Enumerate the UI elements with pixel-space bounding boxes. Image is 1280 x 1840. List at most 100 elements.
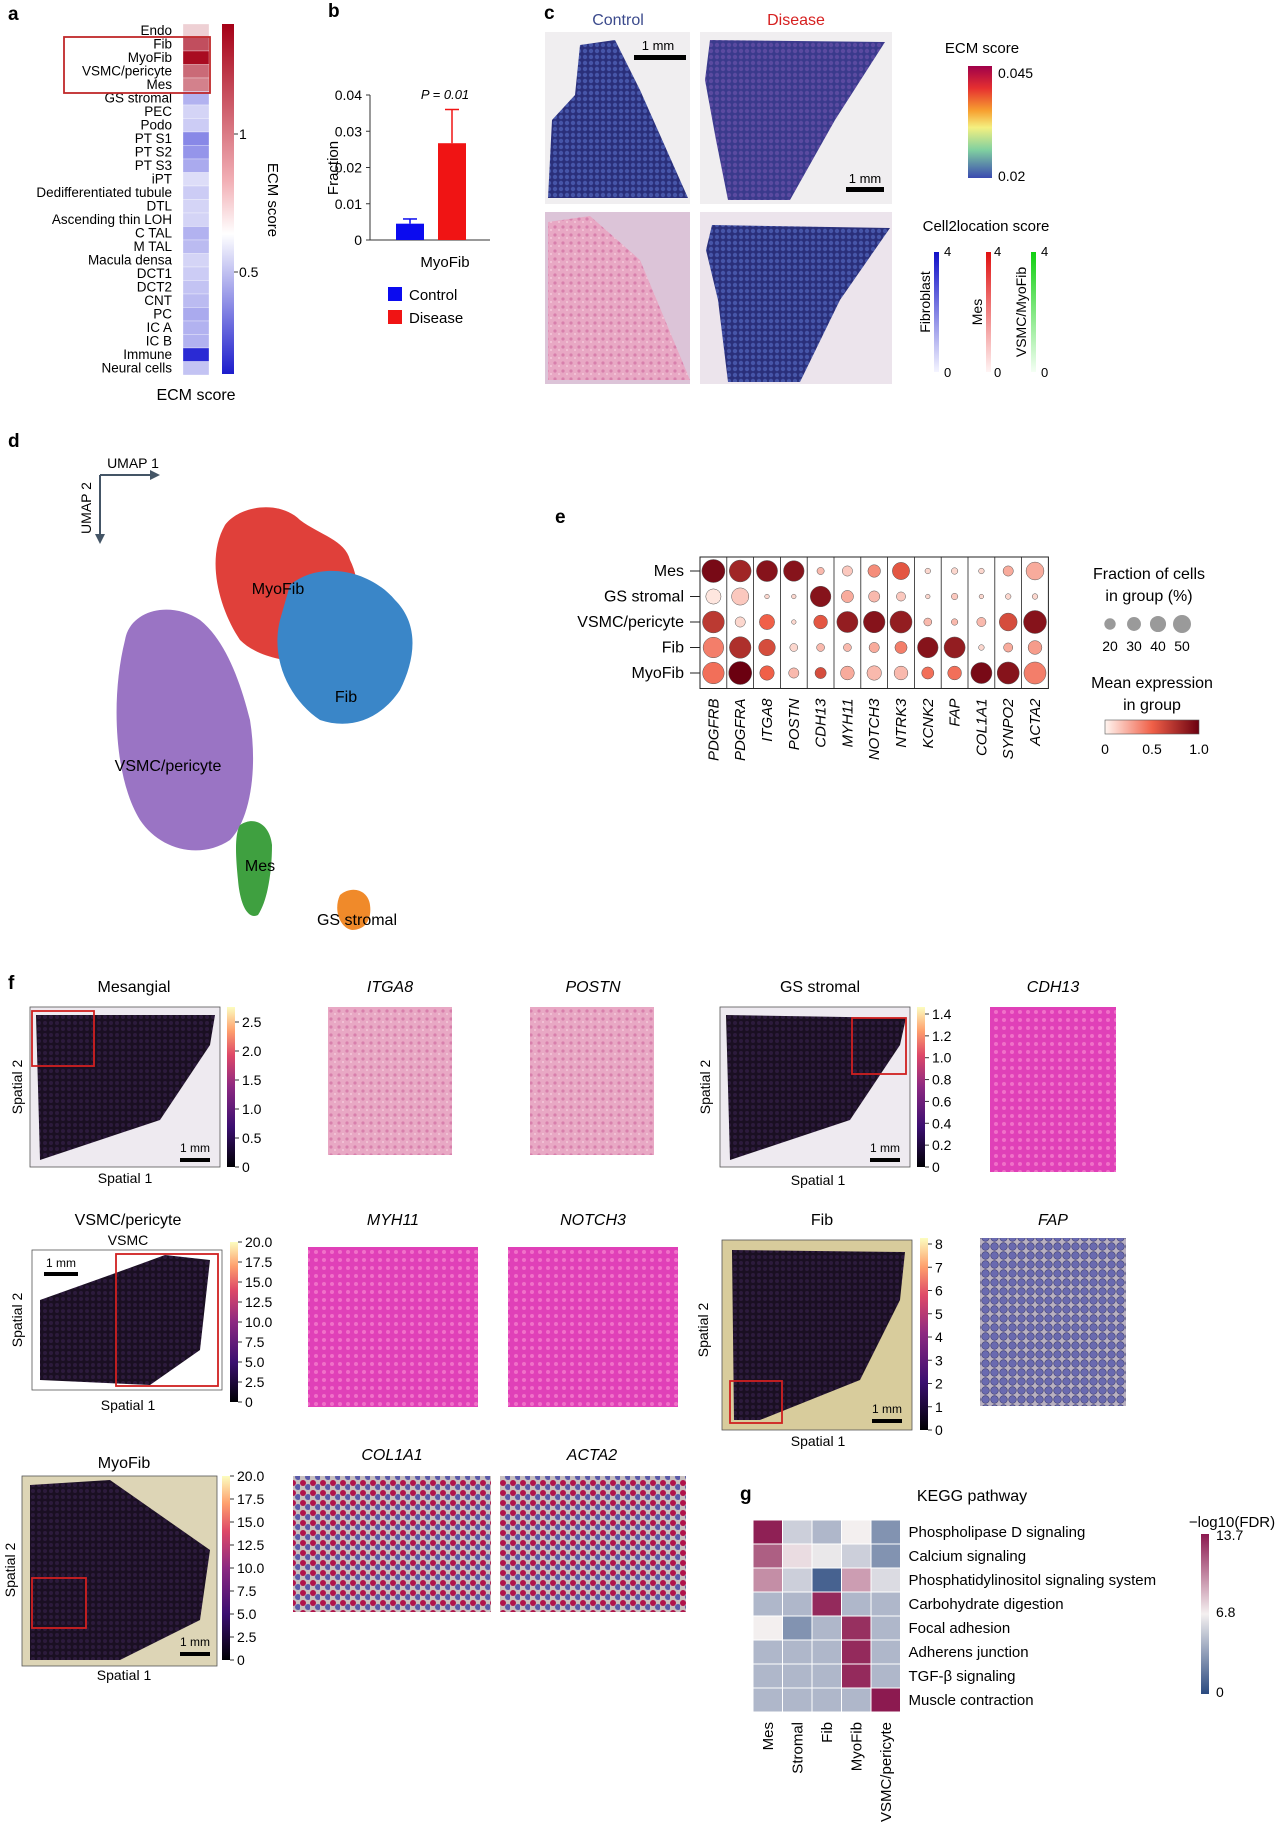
f-colorbar-tick-label: 2 [935, 1376, 943, 1392]
panel-a-cell [182, 145, 210, 160]
panel-a-cell [182, 77, 210, 92]
panel-c-scalebar-2 [846, 187, 884, 192]
panel-a-row-label: CNT [144, 293, 172, 308]
f-fib-colorbar-ticks: 8 7 6 5 4 3 2 1 0 [928, 1236, 943, 1438]
panel-e-gene-label: MYH11 [839, 699, 856, 748]
panel-a-heatmap [182, 23, 210, 376]
panel-e-dot [816, 567, 825, 575]
panel-g-cell [811, 1615, 842, 1641]
panel-g-cell [782, 1567, 813, 1593]
panel-g-cell [841, 1687, 872, 1713]
panel-e-color-legend-title-2: in group [1123, 697, 1181, 714]
panel-letter-g: g [740, 1484, 752, 1505]
f-myofib-tissue [30, 1480, 210, 1660]
f-colorbar-tick-label: 12.5 [245, 1294, 272, 1310]
panel-e-dot [734, 616, 746, 628]
panel-e-size-legend-title-1: Fraction of cells [1093, 566, 1205, 583]
panel-g-cbar-mid: 6.8 [1216, 1604, 1236, 1620]
f-colorbar-tick-label: 2.5 [242, 1014, 262, 1030]
panel-c-c2l-mes-max: 4 [994, 244, 1001, 259]
f-title-col1a1: COL1A1 [361, 1447, 422, 1464]
f-colorbar-tick-label: 4 [935, 1329, 943, 1345]
panel-a-cell [182, 172, 210, 187]
panel-e-dot [999, 612, 1018, 632]
f-colorbar-tick-label: 6 [935, 1283, 943, 1299]
panel-e-gene-label: POSTN [786, 698, 803, 750]
panel-g-cell [841, 1567, 872, 1593]
panel-a-row-label: DCT1 [137, 266, 172, 281]
panel-e-dot [759, 665, 775, 681]
panel-e-dot [976, 617, 987, 627]
f-colorbar-tick-label: 0.5 [242, 1130, 262, 1146]
panel-g-row-label: Calcium signaling [909, 1548, 1027, 1565]
panel-e-dot [764, 593, 770, 600]
panel-a-colorbar [222, 24, 234, 374]
f-colorbar-tick-label: 20.0 [245, 1234, 272, 1250]
panel-g-cell [870, 1663, 901, 1689]
panel-e-dot [868, 590, 881, 603]
panel-a-row-label: GS stromal [104, 91, 172, 106]
f-colorbar-tick-label: 0 [237, 1652, 245, 1668]
f-mesangial-roi [31, 1010, 95, 1067]
panel-g-cell [782, 1639, 813, 1665]
f-colorbar-tick-label: 2.5 [245, 1374, 265, 1390]
f-mesangial-xlabel: Spatial 1 [98, 1170, 153, 1186]
f-cdh13-image [990, 1007, 1116, 1172]
panel-e-dotplot: Mes GS stromal VSMC/pericyte Fib MyoFib PDGFR… [577, 556, 1049, 761]
f-title-cdh13: CDH13 [1027, 979, 1080, 996]
panel-g-row-labels: Phospholipase D signaling Calcium signali… [909, 1524, 1157, 1709]
f-colorbar-tick-label: 0.2 [932, 1137, 952, 1153]
panel-e-dot [758, 638, 776, 657]
f-colorbar-tick-label: 15.0 [237, 1514, 264, 1530]
panel-b-legend-disease: Disease [409, 310, 463, 327]
panel-e-row-label: GS stromal [604, 589, 684, 606]
f-myofib-scalebar [180, 1652, 210, 1656]
panel-e-color-legend-bar [1104, 719, 1200, 735]
panel-g-cell [811, 1591, 842, 1617]
panel-b-ytick-label: 0.02 [335, 160, 362, 176]
panel-g-cell [870, 1543, 901, 1569]
panel-letter-a: a [8, 4, 19, 25]
f-mesangial-scalebar-label: 1 mm [180, 1141, 210, 1155]
f-colorbar-tick-label: 8 [935, 1236, 943, 1252]
panel-g-cell [841, 1543, 872, 1569]
f-colorbar-tick-label: 3 [935, 1352, 943, 1368]
panel-e-dot [925, 593, 931, 600]
panel-e-size-legend-dot [1173, 615, 1191, 633]
panel-a-cell [182, 320, 210, 335]
panel-e-dot [791, 593, 797, 600]
panel-a-cell [182, 199, 210, 214]
panel-e-dot [947, 665, 962, 681]
panel-g-cell [870, 1615, 901, 1641]
panel-e-dot [889, 610, 913, 634]
panel-g-cell [811, 1663, 842, 1689]
umap-cluster-vsmc [116, 609, 254, 851]
f-colorbar-tick-label: 0 [242, 1159, 250, 1175]
f-colorbar-tick-label: 15.0 [245, 1274, 272, 1290]
panel-g-cell [782, 1519, 813, 1545]
panel-c-disease-c2l-tissue [706, 225, 890, 382]
panel-e-dot [705, 588, 722, 605]
panel-e-gene-label: ACTA2 [1027, 698, 1044, 747]
f-colorbar-tick-label: 10.0 [245, 1314, 272, 1330]
f-colorbar-tick-label: 7.5 [237, 1583, 257, 1599]
f-colorbar-tick-label: 17.5 [237, 1491, 264, 1507]
panel-a-cell [182, 361, 210, 376]
panel-a-row-label: C TAL [135, 226, 173, 241]
panel-e-size-legend-dot [1127, 617, 1141, 631]
panel-d-umap2: UMAP 2 [78, 482, 94, 534]
f-vsmc-tissue [40, 1255, 210, 1385]
panel-e-dot [842, 565, 853, 577]
f-colorbar-tick-label: 12.5 [237, 1537, 264, 1553]
panel-b-ytick-label: 0.01 [335, 196, 362, 212]
panel-e-dot [867, 564, 881, 578]
panel-e-dot [731, 587, 750, 606]
panel-a-row-label: DTL [146, 199, 172, 214]
panel-e-dot [702, 610, 725, 634]
f-colorbar-tick-label: 5 [935, 1306, 943, 1322]
panel-e-size-legend-label: 40 [1150, 638, 1166, 654]
panel-e-gene-label: KCNK2 [920, 698, 937, 749]
umap-label-gs-stromal: GS stromal [317, 912, 397, 929]
